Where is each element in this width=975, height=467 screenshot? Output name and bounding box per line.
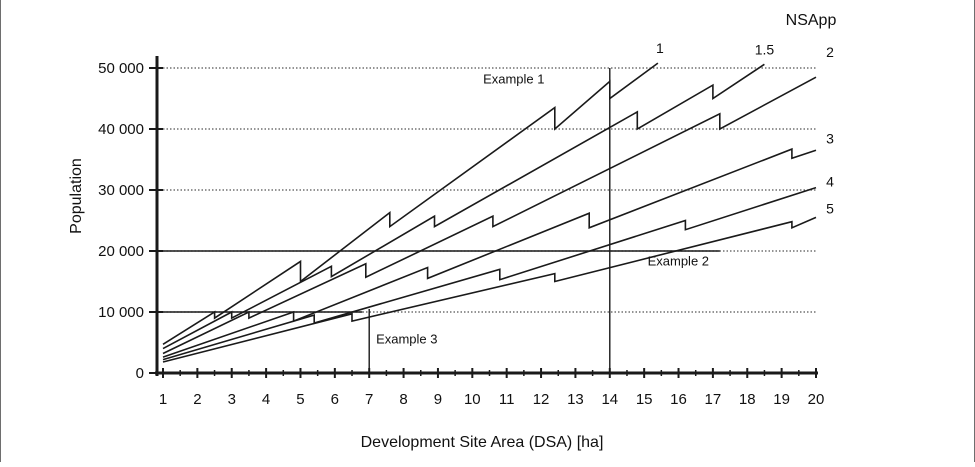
x-tick-label-3: 3 xyxy=(228,391,236,408)
y-tick-label-0: 0 xyxy=(136,365,144,382)
series-line-nsapp-1 xyxy=(162,62,659,345)
reference-lines xyxy=(163,68,720,373)
legend-title: NSApp xyxy=(786,12,837,29)
series-line-nsapp-4 xyxy=(162,186,817,361)
x-tick-label-18: 18 xyxy=(739,391,756,408)
x-tick-label-16: 16 xyxy=(670,391,687,408)
series-line-nsapp-2 xyxy=(162,76,817,355)
x-tick-label-20: 20 xyxy=(808,391,825,408)
x-tick-label-2: 2 xyxy=(193,391,201,408)
x-tick-label-17: 17 xyxy=(705,391,722,408)
annotation-example-3: Example 3 xyxy=(376,332,437,347)
grid-layer xyxy=(163,67,816,313)
y-tick-label-10000: 10 000 xyxy=(98,304,144,321)
series-label-nsapp-2: 2 xyxy=(826,44,834,60)
x-tick-label-8: 8 xyxy=(399,391,407,408)
x-tick-label-1: 1 xyxy=(159,391,167,408)
x-tick-label-7: 7 xyxy=(365,391,373,408)
x-tick-label-15: 15 xyxy=(636,391,653,408)
series-label-nsapp-1-5: 1.5 xyxy=(755,41,775,57)
x-tick-label-13: 13 xyxy=(567,391,584,408)
y-tick-label-40000: 40 000 xyxy=(98,121,144,138)
y-tick-label-50000: 50 000 xyxy=(98,60,144,77)
x-axis-label: Development Site Area (DSA) [ha] xyxy=(361,434,604,451)
x-tick-label-5: 5 xyxy=(296,391,304,408)
y-tick-label-20000: 20 000 xyxy=(98,243,144,260)
x-tick-label-10: 10 xyxy=(464,391,481,408)
x-tick-label-19: 19 xyxy=(773,391,790,408)
series-layer xyxy=(162,62,817,363)
x-tick-label-14: 14 xyxy=(601,391,618,408)
series-label-nsapp-3: 3 xyxy=(826,130,834,146)
annotation-example-1: Example 1 xyxy=(483,71,544,86)
series-line-nsapp-1-5 xyxy=(162,63,765,350)
y-tick-label-30000: 30 000 xyxy=(98,182,144,199)
series-label-nsapp-5: 5 xyxy=(826,200,834,216)
x-tick-label-12: 12 xyxy=(533,391,550,408)
x-tick-label-6: 6 xyxy=(331,391,339,408)
x-tick-label-11: 11 xyxy=(499,391,515,408)
annotation-example-2: Example 2 xyxy=(648,254,709,269)
x-tick-label-9: 9 xyxy=(434,391,442,408)
series-line-nsapp-3 xyxy=(162,147,817,358)
x-tick-label-4: 4 xyxy=(262,391,270,408)
axis-layer xyxy=(149,56,818,378)
series-line-nsapp-5 xyxy=(162,216,817,363)
series-label-nsapp-4: 4 xyxy=(826,174,834,190)
series-label-nsapp-1: 1 xyxy=(656,40,664,56)
y-axis-label: Population xyxy=(68,158,85,234)
